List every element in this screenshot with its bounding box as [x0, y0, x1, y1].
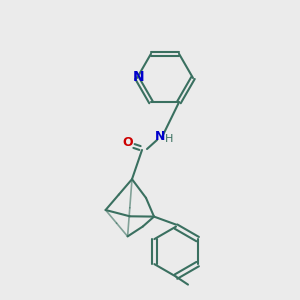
Text: H: H — [165, 134, 173, 144]
Text: N: N — [133, 70, 145, 84]
Text: N: N — [155, 130, 165, 143]
Text: O: O — [123, 136, 133, 148]
